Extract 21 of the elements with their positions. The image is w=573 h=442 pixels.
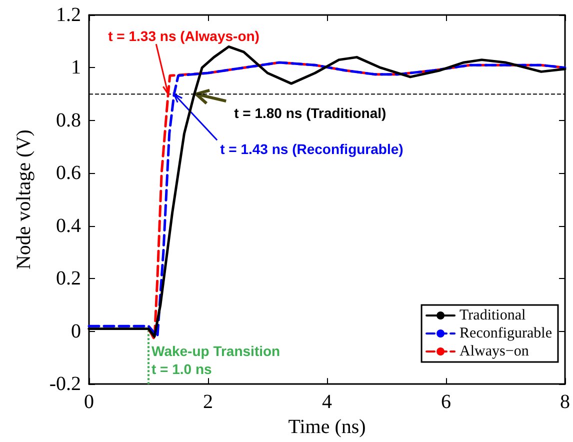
y-tick-label: 0.6: [56, 162, 81, 184]
annotation: t = 1.80 ns (Traditional): [234, 105, 386, 122]
x-tick-label: 4: [322, 391, 332, 414]
legend-label: Always−on: [460, 344, 530, 360]
x-tick-label: 8: [560, 391, 570, 414]
y-tick-label: 0.2: [56, 268, 81, 290]
y-axis-title: Node voltage (V): [13, 130, 35, 270]
legend-label: Reconfigurable: [460, 326, 552, 342]
y-tick-label: 0.4: [56, 214, 81, 237]
y-tick-label: 0: [71, 320, 81, 342]
x-axis-title: Time (ns): [288, 416, 366, 438]
x-tick-label: 6: [441, 391, 451, 414]
annotation: t = 1.33 ns (Always-on): [108, 28, 260, 44]
x-tick-label: 2: [203, 391, 213, 414]
y-tick-label: 0.8: [56, 109, 81, 132]
legend-label: Traditional: [460, 308, 526, 324]
y-tick-label: -0.2: [49, 373, 81, 396]
annotation: t = 1.43 ns (Reconfigurable): [220, 141, 404, 158]
y-tick-label: 1: [71, 56, 81, 79]
annotation: Wake-up Transition t = 1.0 ns: [152, 343, 280, 378]
y-tick-label: 1.2: [56, 4, 81, 26]
